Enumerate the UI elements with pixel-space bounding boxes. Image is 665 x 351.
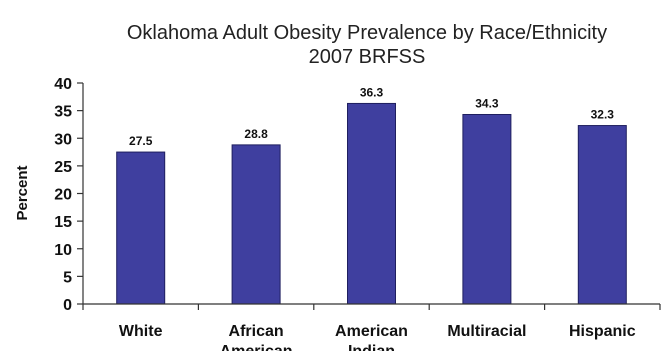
y-tick-label: 15: [54, 214, 72, 231]
y-tick-label: 35: [54, 104, 72, 121]
y-tick-label: 30: [54, 131, 72, 148]
bar: [231, 144, 281, 305]
x-category-label: Hispanic: [569, 323, 636, 340]
y-axis-label: Percent: [14, 165, 31, 220]
y-tick-label: 40: [54, 76, 72, 93]
bars: [116, 102, 627, 305]
x-category-label: White: [119, 323, 163, 340]
y-tick-label: 20: [54, 187, 72, 204]
data-label: 27.5: [129, 134, 153, 148]
bar: [462, 113, 512, 305]
bar: [347, 102, 396, 305]
data-label: 28.8: [244, 127, 268, 141]
x-category-label: American: [220, 343, 293, 351]
bar: [116, 151, 166, 305]
y-tick-label: 25: [54, 159, 72, 176]
data-labels: 27.5 28.8 36.3 34.3 32.3: [129, 85, 614, 148]
x-category-label: Multiracial: [447, 323, 526, 340]
x-category-label: Indian: [348, 343, 395, 351]
y-axis-ticks: 0 5 10 15 20 25 30 35 40: [54, 76, 661, 314]
y-tick-label: 5: [63, 269, 72, 286]
chart-title: Oklahoma Adult Obesity Prevalence by Rac…: [127, 22, 607, 44]
chart-subtitle: 2007 BRFSS: [309, 46, 426, 68]
y-tick-label: 0: [63, 297, 72, 314]
x-axis-categories: White African American American Indian Multir…: [119, 323, 636, 351]
bar: [577, 125, 627, 305]
x-category-label: African: [229, 323, 284, 340]
data-label: 34.3: [475, 96, 499, 110]
data-label: 32.3: [591, 108, 615, 122]
x-category-label: American: [335, 323, 408, 340]
data-label: 36.3: [360, 85, 384, 99]
y-tick-label: 10: [54, 242, 72, 259]
